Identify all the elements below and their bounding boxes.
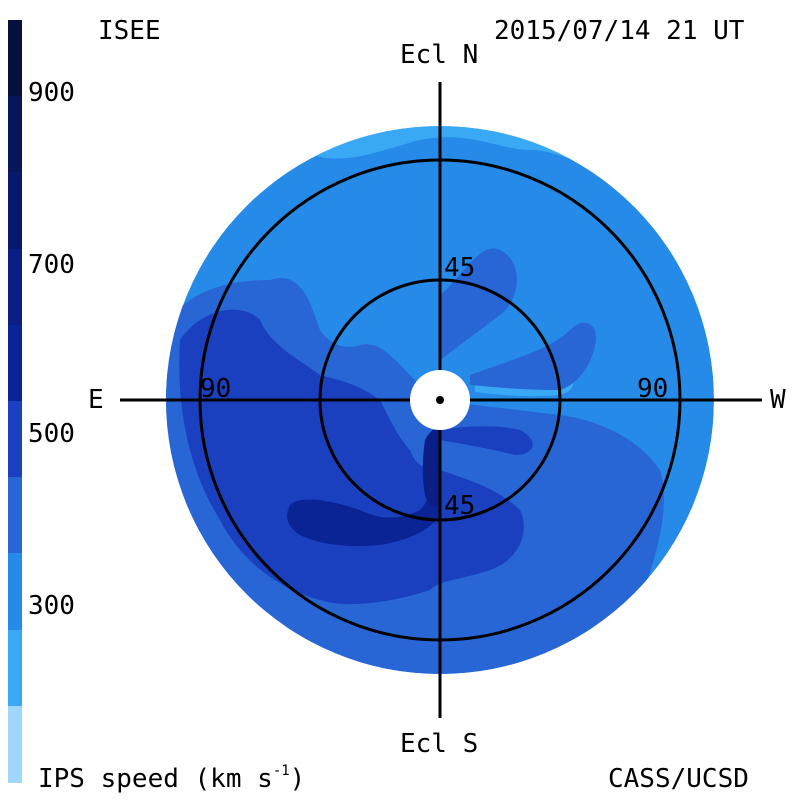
- outer-ring-east-label: 90: [200, 376, 231, 402]
- colorbar-segment: [8, 20, 22, 97]
- colorbar-segment: [8, 172, 22, 249]
- colorbar-segment: [8, 553, 22, 630]
- observatory-label: ISEE: [98, 18, 161, 44]
- inner-ring-south-label: 45: [444, 493, 475, 519]
- speed-region-extreme: [423, 428, 440, 507]
- east-label: E: [88, 387, 104, 413]
- ecliptic-north-label: Ecl N: [400, 42, 478, 68]
- colorbar-segment: [8, 706, 22, 783]
- colorbar-tick-700: 700: [28, 252, 75, 278]
- colorbar-segment: [8, 630, 22, 707]
- timestamp-label: 2015/07/14 21 UT: [494, 18, 744, 44]
- inner-ring-north-label: 45: [444, 255, 475, 281]
- colorbar-tick-500: 500: [28, 421, 75, 447]
- outer-ring-west-label: 90: [637, 376, 668, 402]
- sun-center-dot: [436, 396, 444, 404]
- colorbar-tick-900: 900: [28, 80, 75, 106]
- ecliptic-south-label: Ecl S: [400, 731, 478, 757]
- colorbar-tick-300: 300: [28, 593, 75, 619]
- colorbar-segment: [8, 96, 22, 173]
- credit-label: CASS/UCSD: [608, 766, 749, 792]
- colorbar-segment: [8, 325, 22, 402]
- colorbar-segment: [8, 477, 22, 554]
- colorbar-segment: [8, 401, 22, 478]
- speed-color-bar: [8, 20, 22, 782]
- west-label: W: [770, 387, 786, 413]
- colorbar-segment: [8, 249, 22, 326]
- ips-speed-caption: IPS speed (km s-1): [38, 766, 305, 792]
